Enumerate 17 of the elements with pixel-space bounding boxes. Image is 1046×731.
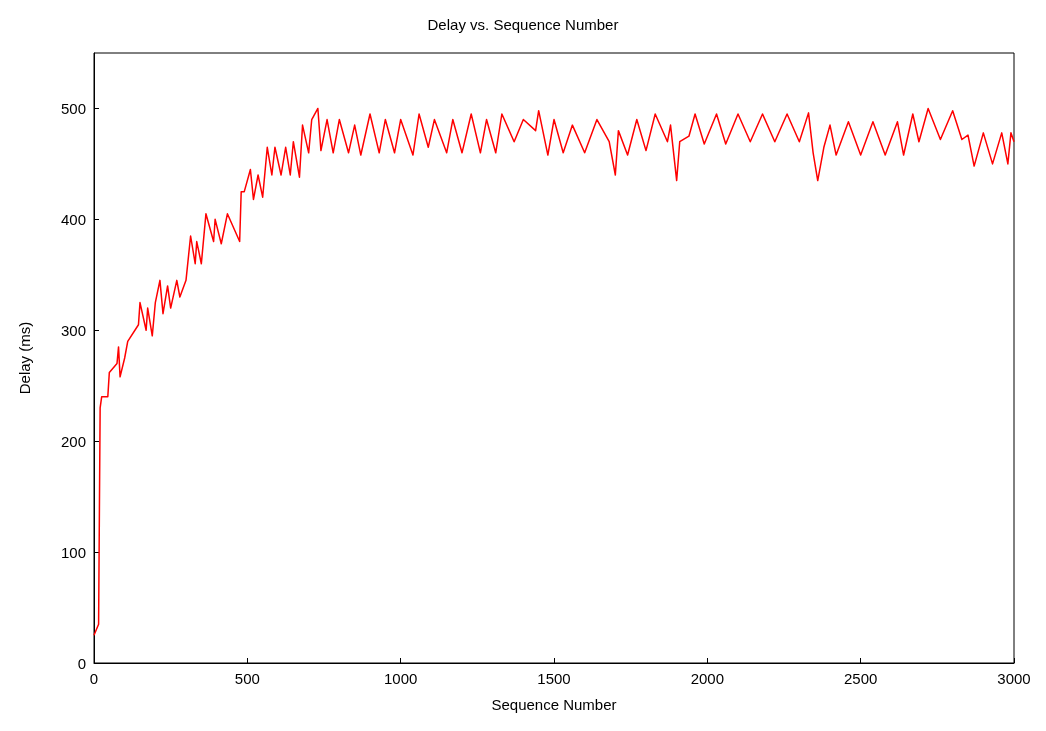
line-series: [93, 107, 1015, 637]
x-tick-label: 1500: [537, 670, 571, 687]
x-tick-label: 1000: [383, 670, 418, 687]
y-tick-label: 0: [77, 654, 86, 672]
x-tick-label: 2500: [843, 670, 878, 687]
x-tick-label: 2000: [690, 670, 725, 687]
x-tick-label: 0: [89, 670, 99, 687]
y-tick-label: 200: [60, 432, 86, 450]
x-axis-title: Sequence Number: [491, 696, 617, 713]
y-tick-label: 500: [60, 99, 86, 117]
y-tick-label: 100: [60, 543, 86, 561]
y-axis-title: Delay (ms): [16, 321, 33, 395]
y-tick-label: 300: [60, 321, 86, 339]
x-tick-label: 3000: [997, 670, 1031, 687]
y-tick-label: 400: [60, 210, 86, 228]
x-tick-label: 500: [234, 670, 260, 687]
chart-title: Delay vs. Sequence Number: [427, 16, 619, 33]
